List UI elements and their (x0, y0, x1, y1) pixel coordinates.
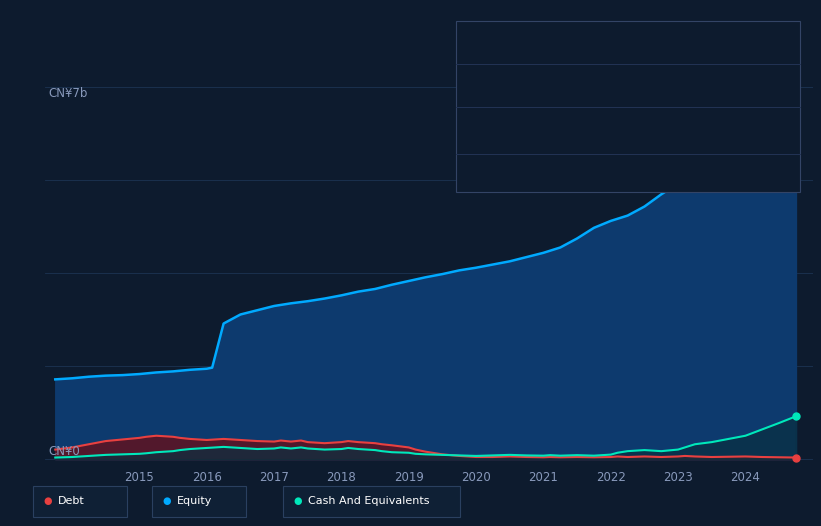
Text: Debt: Debt (470, 78, 496, 88)
Text: Sep 30 2024: Sep 30 2024 (470, 48, 557, 62)
Text: CN¥0: CN¥0 (48, 445, 80, 458)
Text: Equity: Equity (470, 121, 505, 131)
Text: Cash And Equivalents: Cash And Equivalents (308, 496, 429, 507)
Text: Equity: Equity (177, 496, 212, 507)
Text: CN¥805.240m: CN¥805.240m (628, 166, 708, 177)
Text: ●: ● (44, 496, 52, 507)
Text: ●: ● (163, 496, 171, 507)
Text: Debt: Debt (57, 496, 85, 507)
Text: Cash And Equivalents: Cash And Equivalents (470, 166, 591, 177)
Text: CN¥7b: CN¥7b (48, 87, 88, 100)
Text: CN¥6.802b: CN¥6.802b (628, 121, 690, 131)
Text: CN¥30.059m: CN¥30.059m (628, 78, 701, 88)
Text: 0.4%: 0.4% (628, 140, 659, 150)
Text: ●: ● (294, 496, 302, 507)
Text: Debt/Equity Ratio: Debt/Equity Ratio (650, 140, 752, 150)
